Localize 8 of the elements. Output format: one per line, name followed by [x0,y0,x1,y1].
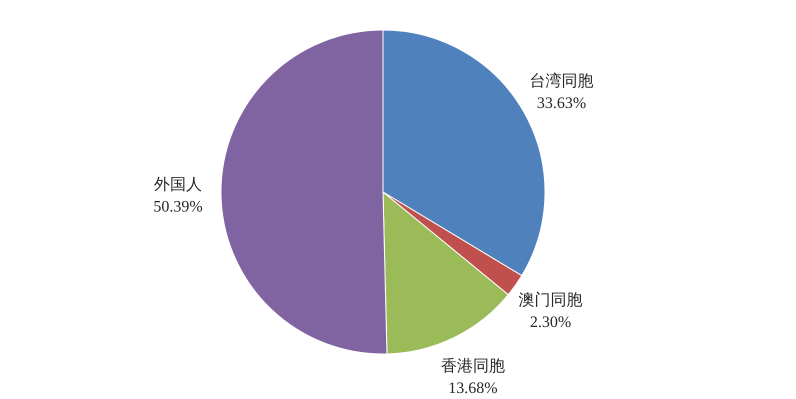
slice-label: 外国人 [154,176,202,194]
slice-label: 香港同胞 [440,357,505,376]
slice-label: 澳门同胞 [518,291,582,310]
data-label: 13.68% [448,380,498,398]
data-label: 50.39% [153,198,203,216]
data-label: 33.63% [536,95,586,112]
data-label: 2.30% [530,314,572,332]
slice-label: 台湾同胞 [529,72,594,90]
